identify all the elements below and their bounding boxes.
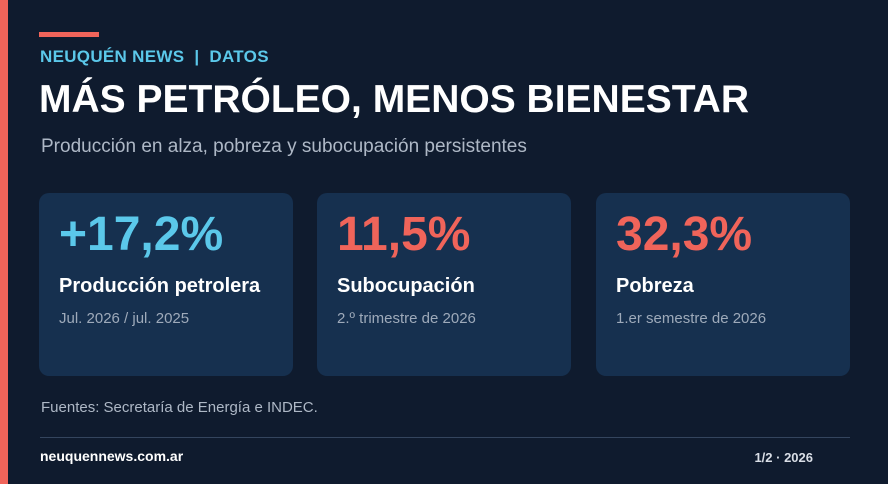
- stat-card-poverty: 32,3% Pobreza 1.er semestre de 2026: [596, 193, 850, 376]
- footer-divider: [40, 437, 850, 438]
- stat-value: +17,2%: [59, 208, 224, 261]
- stat-period: 2.º trimestre de 2026: [337, 310, 476, 327]
- page-subtitle: Producción en alza, pobreza y subocupaci…: [41, 136, 527, 157]
- stat-name: Pobreza: [616, 275, 694, 297]
- accent-side-bar: [0, 0, 8, 484]
- kicker: NEUQUÉN NEWS | DATOS: [40, 47, 269, 67]
- page-indicator: 1/2 · 2026: [754, 450, 813, 465]
- stat-period: Jul. 2026 / jul. 2025: [59, 310, 190, 327]
- sources-note: Fuentes: Secretaría de Energía e INDEC.: [41, 399, 318, 416]
- brand-label: NEUQUÉN NEWS: [40, 47, 185, 66]
- site-url: neuquennews.com.ar: [40, 448, 184, 464]
- page-title: MÁS PETRÓLEO, MENOS BIENESTAR: [39, 78, 749, 121]
- stat-name: Producción petrolera: [59, 275, 261, 297]
- stat-value: 11,5%: [337, 208, 471, 261]
- stat-period: 1.er semestre de 2026: [616, 310, 767, 327]
- kicker-separator: |: [194, 47, 200, 66]
- stat-card-production: +17,2% Producción petrolera Jul. 2026 / …: [39, 193, 293, 376]
- stat-name: Subocupación: [337, 275, 475, 297]
- accent-top-rule: [39, 32, 99, 37]
- stat-card-underemployment: 11,5% Subocupación 2.º trimestre de 2026: [317, 193, 571, 376]
- stat-value: 32,3%: [616, 208, 753, 261]
- section-label: DATOS: [209, 47, 269, 66]
